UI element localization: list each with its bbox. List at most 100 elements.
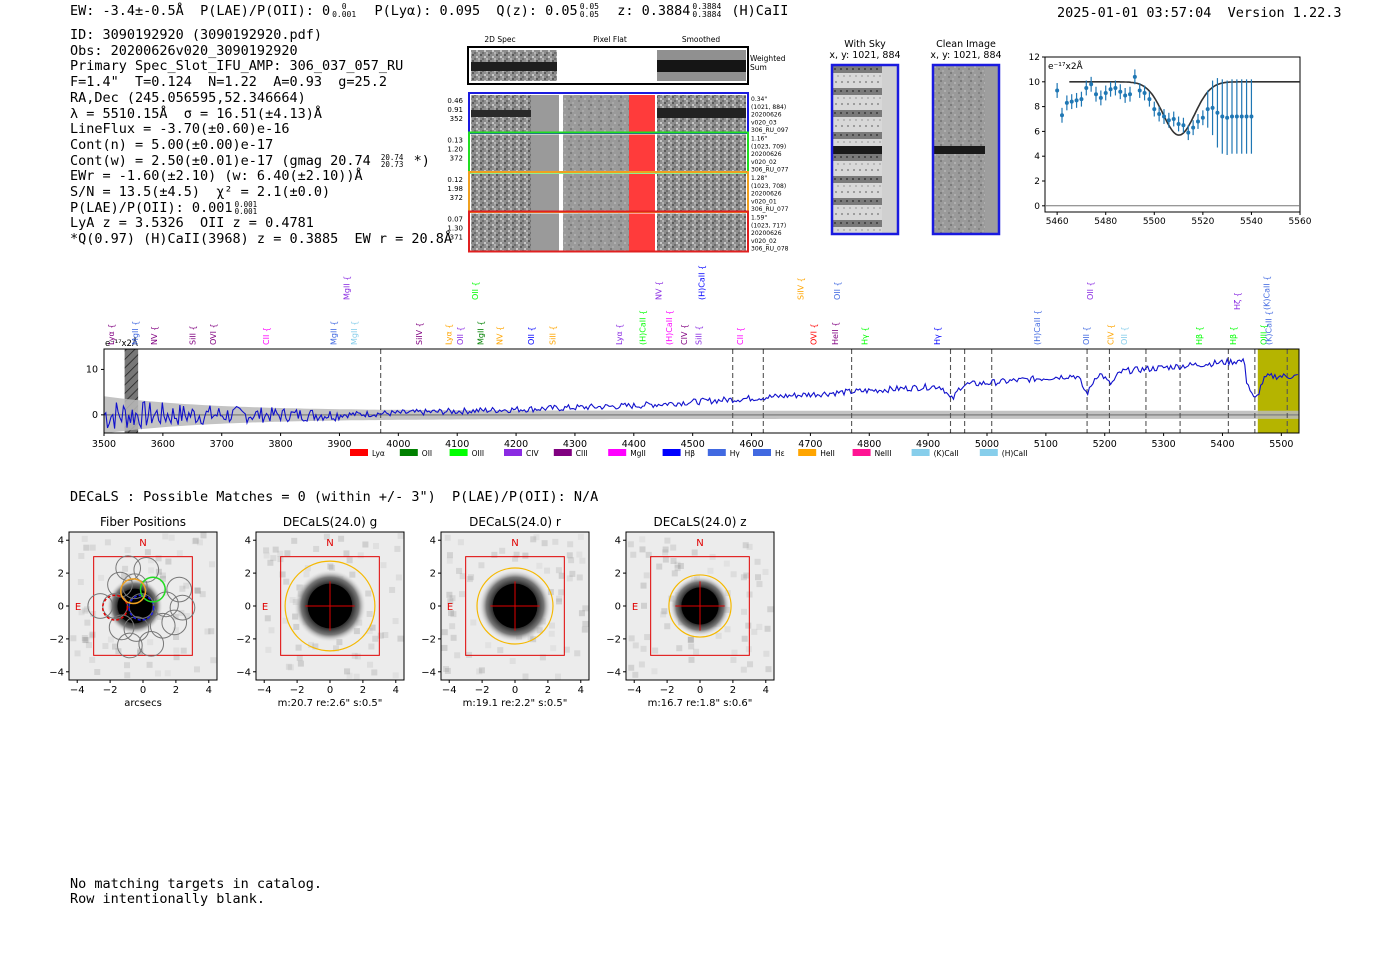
clean-image [933, 65, 999, 234]
cutout-right-value: 306_RU_078 [751, 246, 789, 253]
spectrum-line-label: SiII { [549, 325, 558, 345]
spectrum-line-label: OII { [1086, 281, 1095, 300]
cutout-right-value: 20200626 [751, 191, 782, 198]
fiber-circle [138, 630, 165, 657]
weighted-sum-smoothed [657, 50, 746, 81]
cutout-right-value: 20200626 [751, 151, 782, 158]
fit-data-point [1079, 97, 1084, 102]
cutout-pixel-flat [563, 134, 629, 172]
legend-label: CIII [576, 449, 588, 458]
cutout-frame [468, 131, 749, 174]
legend-swatch [350, 449, 368, 456]
legend-swatch [662, 449, 681, 456]
fit-data-point [1060, 113, 1064, 118]
north-label: N [139, 538, 146, 549]
legend-swatch [979, 449, 998, 456]
fiber-highlight [128, 594, 155, 621]
spectrum-mask [124, 349, 139, 433]
cutout-right-value: 306_RU_077 [751, 167, 789, 174]
decals-panels: Fiber Positions N E −4 −4 −2 −2 0 0 2 2 4 4 arcsecs DE… [49, 515, 775, 709]
decals-ytick: −4 [421, 667, 436, 678]
decals-caption: m:20.7 re:2.6" s:0.5" [278, 698, 383, 709]
decals-ytick: 4 [430, 536, 436, 547]
decals-ytick: −2 [49, 634, 64, 645]
fit-data-point [1200, 115, 1205, 120]
fit-ytick: 0 [1034, 202, 1040, 212]
cutout-right-value: (1021, 884) [751, 104, 786, 111]
fit-data-point [1234, 114, 1239, 119]
decals-caption: m:16.7 re:1.8" s:0.6" [648, 698, 753, 709]
decals-xlabel: arcsecs [124, 698, 162, 709]
fit-xtick: 5560 [1289, 217, 1312, 227]
spectrum-line-label: OIII { [1260, 324, 1269, 345]
legend-swatch [504, 449, 522, 456]
qz-sub: 0.05 [579, 10, 599, 19]
decals-xtick: −2 [475, 685, 490, 696]
spectrum-line-label: Lyα { [444, 324, 453, 345]
legend-label: Hγ [730, 449, 741, 458]
fit-ytick: 2 [1034, 177, 1040, 187]
legend-label: Hε [775, 449, 785, 458]
fit-data-point [1176, 121, 1181, 126]
cutout-bad-pixel [629, 174, 655, 211]
spectrum-xtick: 4600 [739, 439, 763, 450]
line-fit-chart: 5460 5480 5500 5520 5540 5560 0 2 4 6 8 10 12 e⁻¹⁷x2Å [1029, 53, 1312, 227]
fiber-circle [128, 593, 155, 619]
fit-data-point [1103, 90, 1108, 95]
plya-text: P(Lyα): 0.095 [374, 3, 481, 19]
spectrum-highlight [1257, 349, 1299, 433]
legend-swatch [798, 449, 817, 456]
search-box [93, 556, 193, 656]
spectrum-xtick: 4200 [504, 439, 528, 450]
decals-image [256, 532, 404, 680]
cutout-col-title: 2D Spec [484, 35, 515, 44]
cutout-frame [468, 92, 749, 134]
fit-data-point [1249, 114, 1254, 119]
with-sky-image [832, 65, 898, 234]
decals-xtick: 0 [327, 685, 333, 696]
decals-ytick: 2 [430, 569, 436, 580]
cutout-2d [471, 213, 557, 251]
fit-data-point [1128, 92, 1132, 97]
source-blob [106, 578, 163, 634]
spectrum-chart: 3500 3600 3700 3800 3900 4000 4100 4200 4300 4400… [86, 265, 1300, 458]
spectrum-frame [103, 348, 1300, 434]
spectrum-line-label: NV { [150, 326, 159, 345]
decals-ytick: −4 [606, 667, 621, 678]
decals-panel-title: DECaLS(24.0) g [283, 515, 377, 529]
z-sup: 0.3884 [692, 2, 722, 11]
fit-xtick: 5460 [1046, 217, 1069, 227]
decals-ytick: −4 [49, 667, 64, 678]
source-blob [479, 570, 551, 642]
cutout-right-value: 1.59" [751, 215, 767, 222]
cutout-right-value: (1023, 708) [751, 183, 786, 190]
decals-ytick: 4 [245, 536, 251, 547]
fit-data-point [1074, 98, 1079, 103]
fit-data-point [1244, 114, 1249, 119]
spectrum-line-label: CIV { [1107, 324, 1116, 345]
decals-ytick: 0 [245, 602, 251, 613]
spectrum-line-label: SiII { [188, 325, 197, 345]
decals-xtick: −4 [627, 685, 642, 696]
spectrum-line-label: Lyα { [615, 324, 624, 345]
source-blob [670, 576, 730, 636]
spectrum-xtick: 5200 [1093, 439, 1117, 450]
fit-data-point [1171, 117, 1176, 121]
clean-xy: x, y: 1021, 884 [930, 50, 1001, 61]
decals-ytick: −2 [421, 634, 436, 645]
legend-label: NeIII [875, 449, 892, 458]
spectrum-line-label: MgII { [131, 321, 140, 345]
with-sky-xy: x, y: 1021, 884 [829, 50, 900, 61]
plae-sub: 0.001 [332, 10, 357, 19]
weighted-sum-label: Sum [750, 63, 767, 72]
footer-line1: No matching targets in catalog. [70, 876, 322, 892]
spectrum-line-label: OII { [527, 326, 536, 345]
info-block: ID: 3090192920 (3090192920.pdf) Obs: 2020… [70, 27, 452, 248]
fiber-circle [123, 616, 150, 642]
fit-data-point [1108, 87, 1113, 92]
aperture-circle [476, 567, 554, 645]
info-obs: Obs: 20200626v020_3090192920 [70, 42, 298, 59]
spectrum-unit-label: e⁻¹⁷x2Å [105, 337, 138, 349]
cutout-right-value: (1023, 717) [751, 222, 786, 229]
spectrum-line-label: OII { [1082, 326, 1091, 345]
